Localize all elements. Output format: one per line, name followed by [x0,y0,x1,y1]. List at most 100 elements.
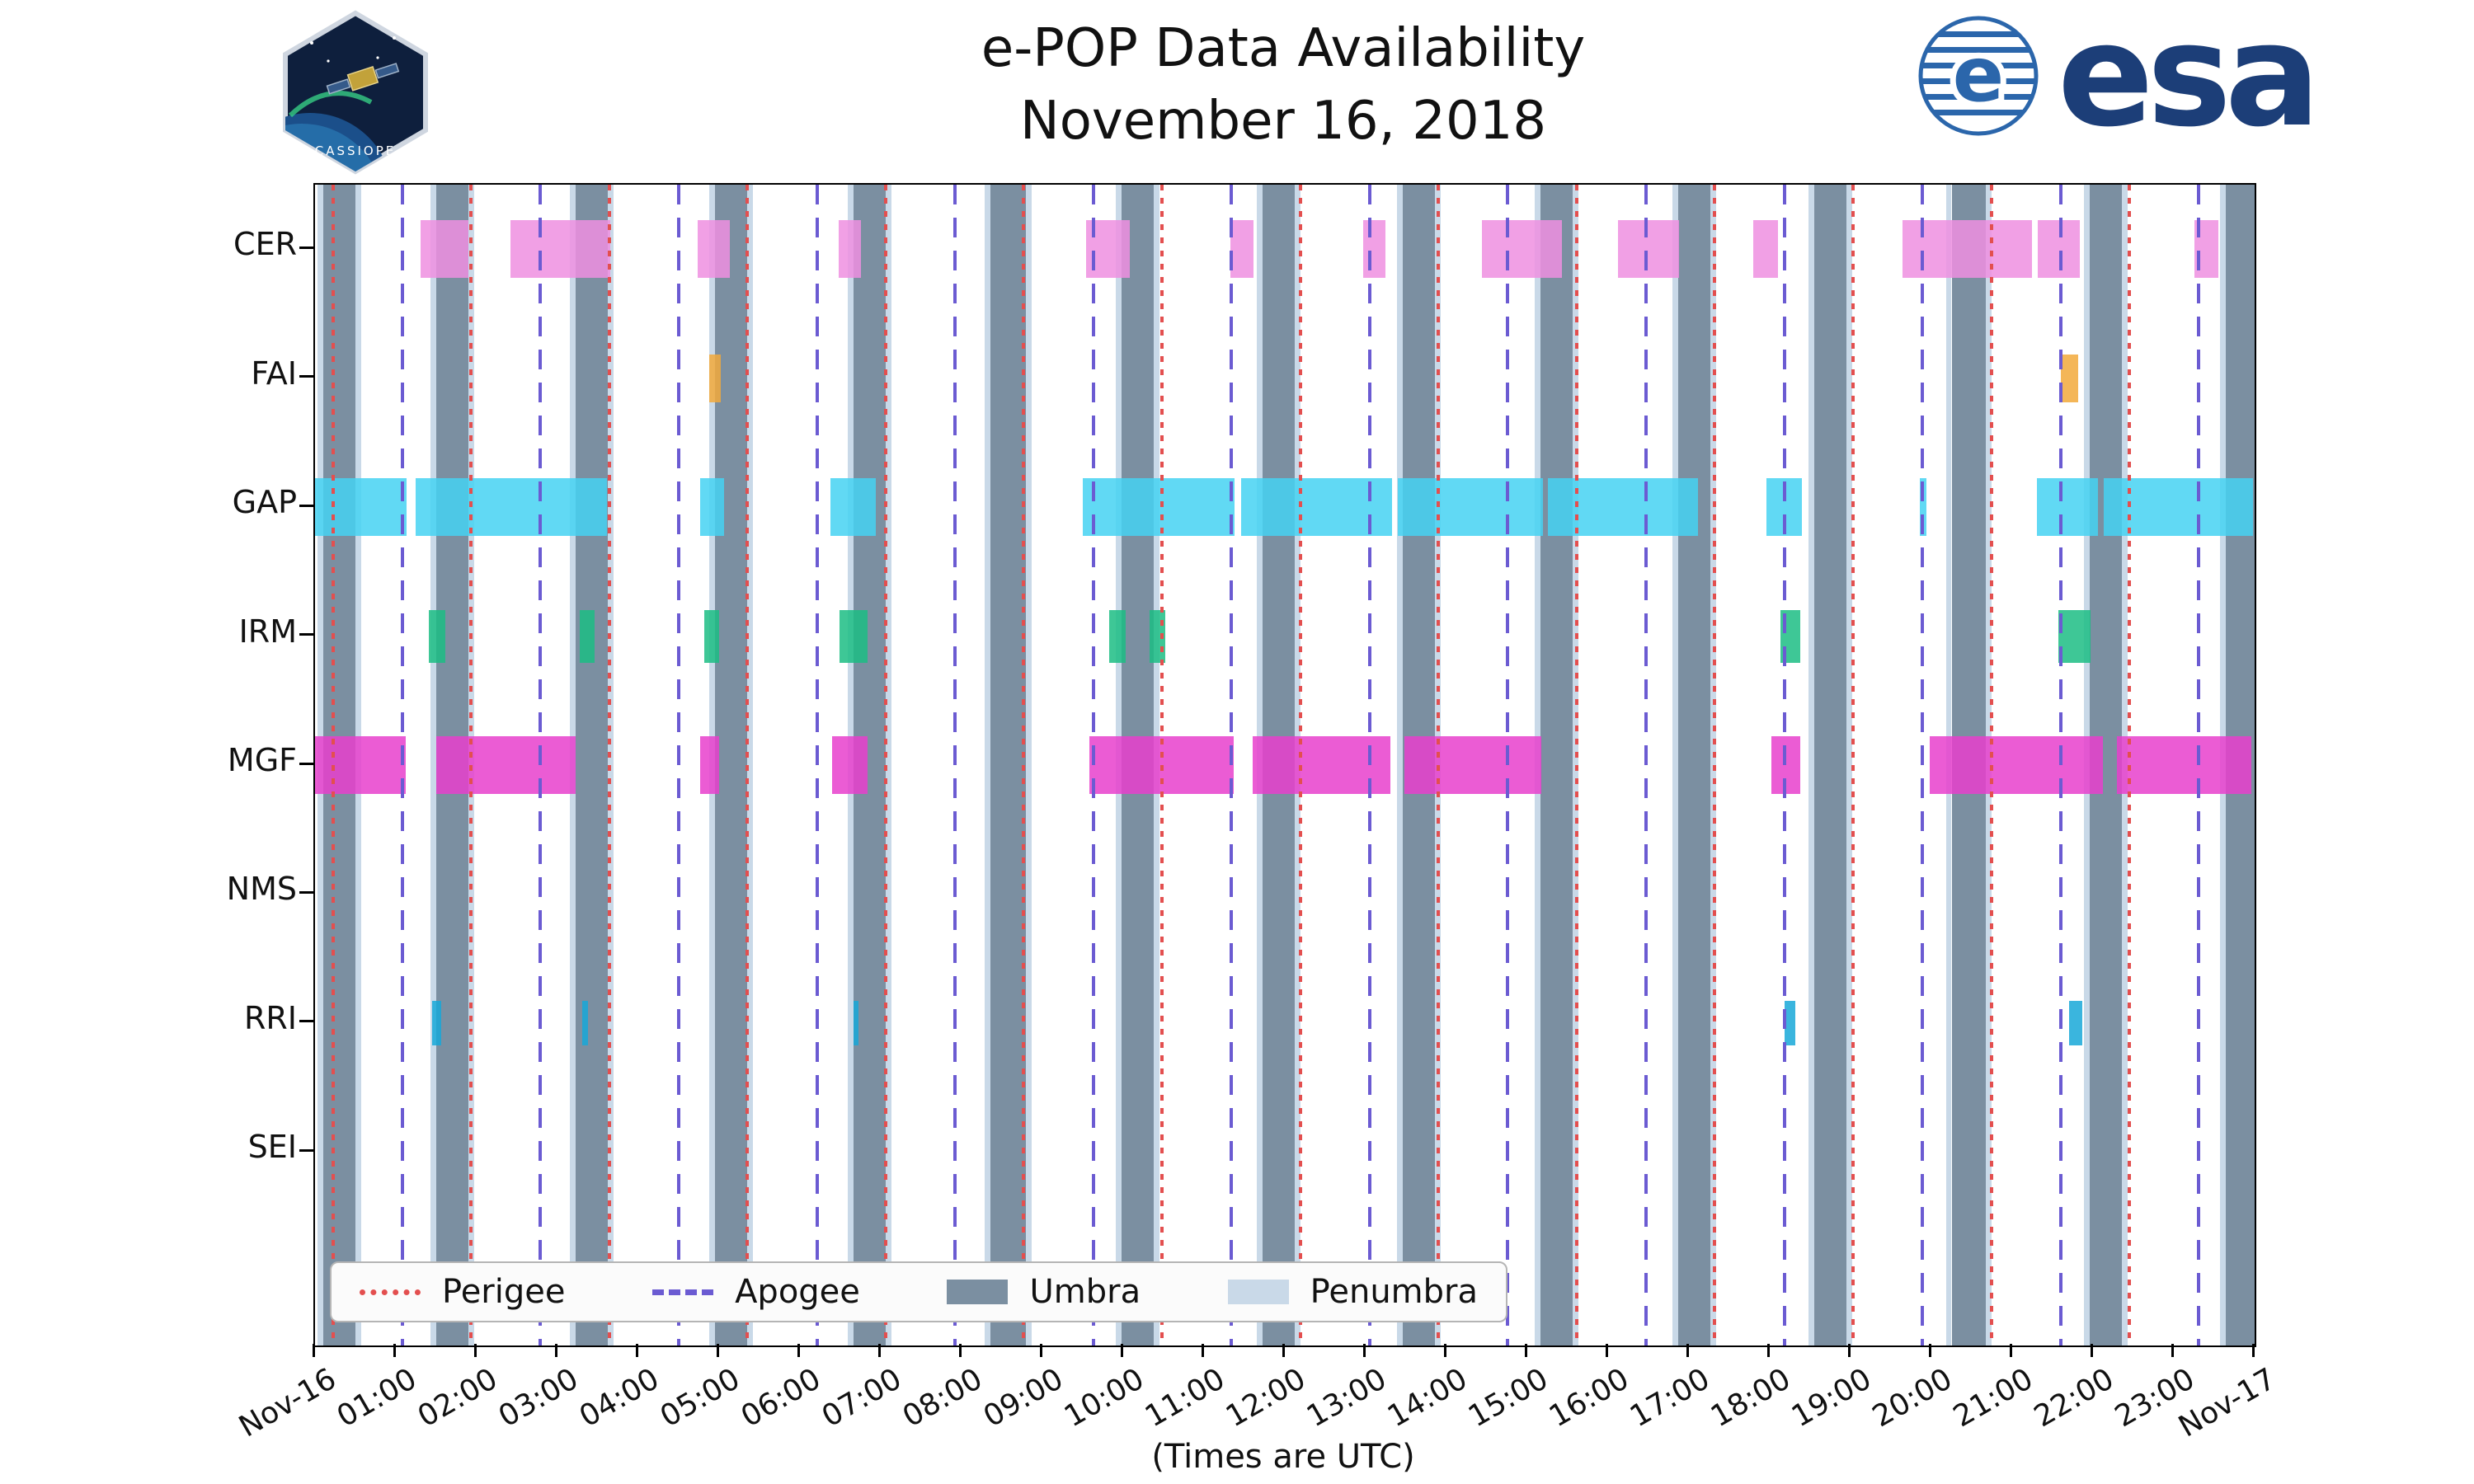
cassiope-patch-graphic: CASSIOPE [283,10,428,175]
x-tick-label-nov-16: Nov-16 [233,1362,342,1444]
fai-data-bar [2060,354,2079,402]
irm-data-bar [2058,609,2091,663]
x-tick-label-01-00: 01:00 [332,1362,423,1435]
x-tick-mark [554,1344,557,1357]
x-tick-mark [797,1344,800,1357]
apogee-line [815,185,819,1345]
y-tick-label-nms: NMS [226,871,297,908]
legend-swatch-perigee [360,1289,421,1295]
x-tick-mark [1039,1344,1042,1357]
gap-data-bar [1548,478,1698,537]
fai-data-bar [709,354,721,402]
perigee-line [1851,185,1855,1345]
apogee-line [1644,185,1649,1345]
y-tick-mark [299,504,313,507]
legend-item-penumbra: Penumbra [1227,1273,1478,1311]
x-tick-mark [877,1344,881,1357]
x-axis-label: (Times are UTC) [1151,1438,1415,1476]
legend-label-penumbra: Penumbra [1310,1273,1478,1311]
rri-data-bar [432,1000,441,1045]
satellite-graphic [326,63,400,95]
perigee-line [1022,185,1026,1345]
legend-label-umbra: Umbra [1029,1273,1141,1311]
x-tick-mark [716,1344,719,1357]
cer-data-bar [1753,220,1778,279]
penumbra-band [1672,185,1679,1345]
cer-data-bar [421,220,469,279]
chart-legend: Perigee Apogee Umbra Penumbra [330,1261,1507,1322]
apogee-line [2197,185,2201,1345]
legend-swatch-apogee [652,1289,714,1295]
gap-data-bar [2103,478,2254,537]
legend-swatch-umbra [947,1280,1009,1304]
x-tick-mark [958,1344,962,1357]
legend-label-apogee: Apogee [735,1273,860,1311]
mgf-data-bar [315,736,406,794]
perigee-line [1989,185,1993,1345]
x-tick-label-19-00: 19:00 [1786,1362,1878,1435]
x-tick-mark [1120,1344,1123,1357]
apogee-line [539,185,543,1345]
x-tick-mark [1201,1344,1204,1357]
perigee-line [1160,185,1164,1345]
esa-wordmark: esa [2057,0,2321,158]
x-tick-mark [1686,1344,1689,1357]
svg-text:e: e [1953,31,2004,119]
x-tick-mark [393,1344,396,1357]
x-tick-mark [2090,1344,2093,1357]
esa-logo: e esa [1916,0,2321,158]
x-tick-label-09-00: 09:00 [978,1362,1070,1435]
x-tick-label-05-00: 05:00 [655,1362,746,1435]
y-tick-mark [299,762,313,765]
legend-swatch-penumbra [1227,1280,1289,1304]
plot-area: Perigee Apogee Umbra Penumbra [313,183,2256,1347]
apogee-line [1091,185,1095,1345]
x-tick-mark [1928,1344,1931,1357]
y-tick-mark [299,633,313,636]
x-tick-label-11-00: 11:00 [1140,1362,1231,1435]
cer-data-bar [1230,220,1253,279]
apogee-line [2058,185,2062,1345]
perigee-line [1713,185,1717,1345]
perigee-line [331,185,335,1345]
x-tick-label-16-00: 16:00 [1544,1362,1635,1435]
penumbra-band [885,185,891,1345]
x-tick-label-03-00: 03:00 [493,1362,585,1435]
cassiope-mission-patch: CASSIOPE [279,10,432,178]
cer-data-bar [510,220,610,279]
x-tick-label-21-00: 21:00 [1948,1362,2039,1435]
apogee-line [953,185,957,1345]
umbra-band [575,185,608,1345]
y-tick-mark [299,1148,313,1152]
x-tick-mark [1443,1344,1446,1357]
perigee-line [1298,185,1302,1345]
perigee-line [1574,185,1578,1345]
y-tick-mark [299,246,313,249]
gap-data-bar [700,478,724,537]
perigee-line [469,185,473,1345]
chart-title: e-POP Data Availability [981,18,1586,79]
x-tick-mark [2171,1344,2174,1357]
y-tick-label-gap: GAP [232,484,297,521]
x-tick-mark [1605,1344,1608,1357]
perigee-line [2128,185,2132,1345]
x-tick-label-17-00: 17:00 [1625,1362,1716,1435]
x-tick-label-10-00: 10:00 [1059,1362,1150,1435]
penumbra-band [1846,185,1852,1345]
mgf-data-bar [700,736,719,794]
gap-data-bar [1241,478,1393,537]
x-tick-label-06-00: 06:00 [736,1362,827,1435]
x-tick-mark [1847,1344,1851,1357]
x-tick-label-18-00: 18:00 [1705,1362,1797,1435]
apogee-line [400,185,404,1345]
perigee-line [607,185,611,1345]
gap-data-bar [830,478,877,537]
legend-item-apogee: Apogee [652,1273,860,1311]
y-tick-label-sei: SEI [247,1129,297,1166]
y-tick-mark [299,375,313,378]
x-tick-label-14-00: 14:00 [1382,1362,1474,1435]
perigee-line [745,185,750,1345]
x-tick-label-22-00: 22:00 [2029,1362,2120,1435]
mgf-data-bar [832,736,868,794]
legend-label-perigee: Perigee [442,1273,566,1311]
